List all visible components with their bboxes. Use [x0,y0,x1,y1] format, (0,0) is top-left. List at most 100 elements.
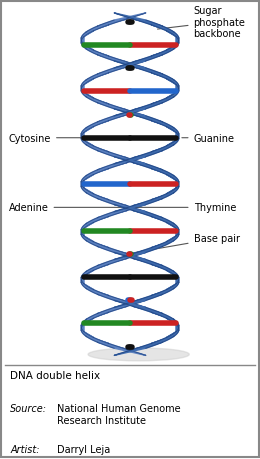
Polygon shape [81,121,109,134]
Polygon shape [86,163,127,176]
Polygon shape [86,193,127,206]
Polygon shape [167,128,179,140]
Polygon shape [133,67,174,81]
Polygon shape [86,211,127,224]
Polygon shape [81,140,109,152]
Polygon shape [81,217,109,230]
Polygon shape [114,247,162,260]
Polygon shape [167,325,179,338]
Polygon shape [81,235,109,248]
Polygon shape [167,134,179,146]
Text: Adenine: Adenine [9,203,124,213]
Polygon shape [167,271,179,284]
Polygon shape [98,301,146,314]
Polygon shape [86,336,127,350]
Polygon shape [133,259,174,272]
Ellipse shape [88,348,189,361]
Polygon shape [81,134,93,146]
Text: Sugar
phosphate
backbone: Sugar phosphate backbone [158,6,245,39]
Polygon shape [81,26,109,39]
Polygon shape [151,140,179,152]
Polygon shape [133,163,174,176]
Polygon shape [114,199,162,212]
Polygon shape [86,146,127,158]
Polygon shape [114,157,162,170]
Polygon shape [114,301,162,314]
Polygon shape [167,181,179,194]
Polygon shape [81,85,93,99]
Polygon shape [151,265,179,278]
Polygon shape [81,223,93,236]
Polygon shape [81,277,93,290]
Polygon shape [86,241,127,254]
Polygon shape [151,235,179,248]
Polygon shape [81,175,93,188]
Polygon shape [133,20,174,33]
Polygon shape [151,44,179,57]
Polygon shape [81,187,109,200]
Polygon shape [81,32,93,45]
Text: Source:: Source: [10,403,47,413]
Polygon shape [86,289,127,302]
Polygon shape [86,20,127,33]
Polygon shape [133,211,174,224]
Polygon shape [114,14,162,27]
Polygon shape [151,73,179,87]
Polygon shape [167,38,179,51]
Polygon shape [151,26,179,39]
Text: Thymine: Thymine [135,203,236,213]
Polygon shape [151,169,179,182]
Polygon shape [98,62,146,75]
Polygon shape [98,205,146,218]
Text: Cytosine: Cytosine [9,134,171,143]
Polygon shape [86,50,127,63]
Polygon shape [81,265,109,278]
Polygon shape [167,85,179,99]
Polygon shape [81,319,93,332]
Polygon shape [81,73,109,87]
Polygon shape [86,259,127,272]
Polygon shape [86,67,127,81]
Text: National Human Genome
Research Institute: National Human Genome Research Institute [57,403,181,425]
Polygon shape [98,199,146,212]
Polygon shape [151,283,179,296]
Polygon shape [86,115,127,129]
Polygon shape [133,50,174,63]
Polygon shape [98,247,146,260]
Polygon shape [86,97,127,111]
Polygon shape [86,307,127,320]
Polygon shape [81,169,109,182]
Polygon shape [167,319,179,332]
Polygon shape [81,181,93,194]
Polygon shape [98,253,146,266]
Polygon shape [98,103,146,117]
Polygon shape [133,336,174,350]
Polygon shape [81,325,93,338]
Polygon shape [151,187,179,200]
Polygon shape [114,253,162,266]
Polygon shape [81,44,109,57]
Polygon shape [98,14,146,27]
Polygon shape [114,342,162,356]
Polygon shape [81,271,93,284]
Polygon shape [114,109,162,123]
Polygon shape [133,241,174,254]
Text: Guanine: Guanine [182,134,235,143]
Text: Artist:: Artist: [10,443,40,453]
Polygon shape [81,91,109,105]
Polygon shape [167,175,179,188]
Polygon shape [133,146,174,158]
Polygon shape [151,330,179,344]
Polygon shape [133,97,174,111]
Text: Base pair: Base pair [131,234,239,254]
Polygon shape [114,62,162,75]
Polygon shape [81,313,109,326]
Polygon shape [133,115,174,129]
Polygon shape [167,229,179,242]
Polygon shape [151,217,179,230]
Polygon shape [133,193,174,206]
Polygon shape [151,121,179,134]
Polygon shape [114,151,162,164]
Polygon shape [167,223,179,236]
Polygon shape [81,128,93,140]
